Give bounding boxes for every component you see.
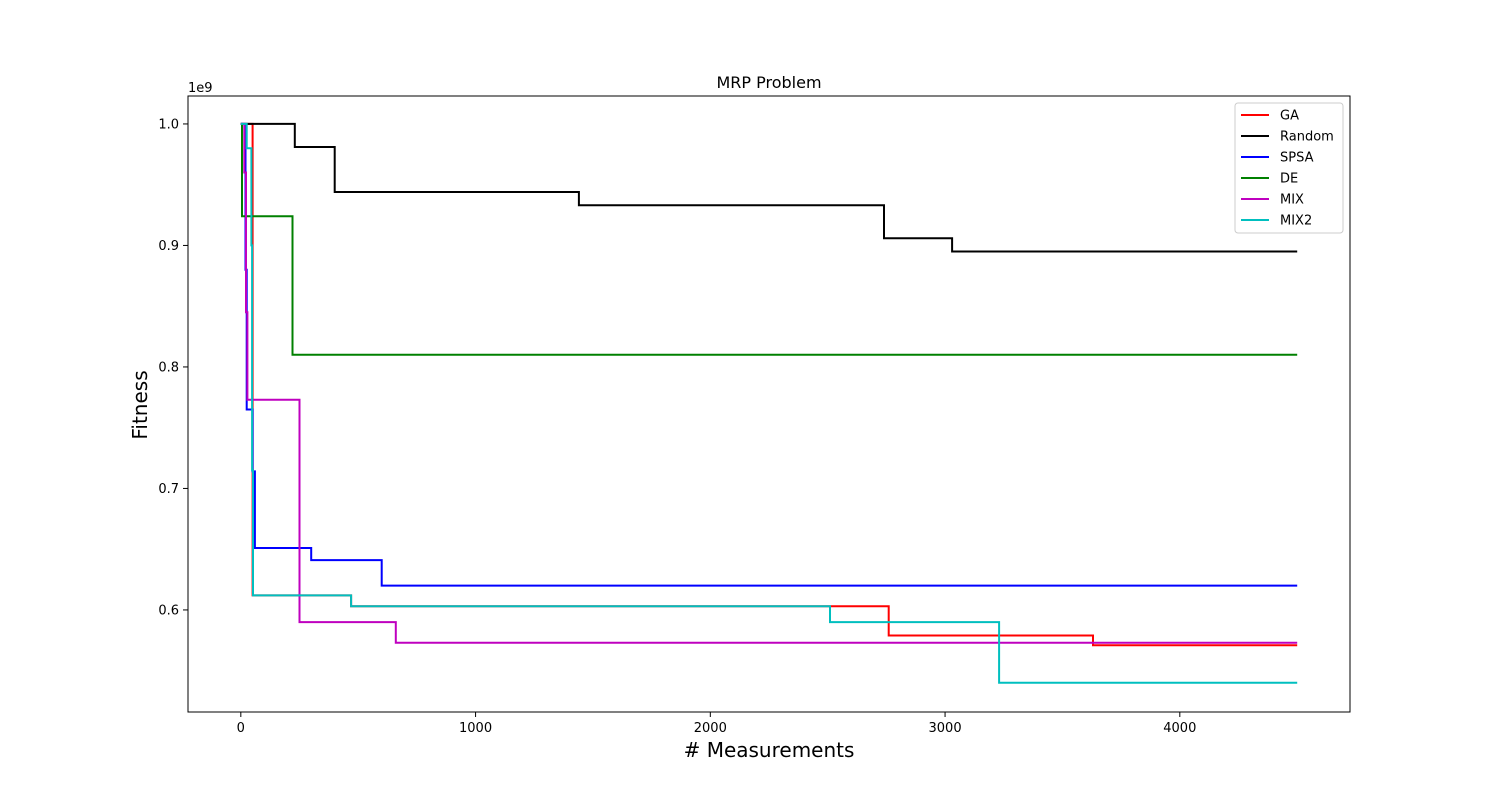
legend-label-random: Random [1280, 130, 1334, 145]
legend: GA Random SPSA DE MIX MIX2 [1234, 102, 1344, 234]
chart-title: MRP Problem [716, 73, 821, 92]
x-tick-label: 2000 [694, 721, 727, 736]
x-tick-label: 1000 [459, 721, 492, 736]
plot-frame [187, 95, 1351, 713]
x-tick-label: 3000 [929, 721, 962, 736]
legend-label-spsa: SPSA [1280, 151, 1314, 166]
x-tick-label: 0 [237, 721, 245, 736]
legend-label-de: DE [1280, 172, 1298, 187]
y-tick-label: 0.8 [158, 360, 179, 375]
plot-lines [240, 122, 1298, 684]
x-tick-label: 4000 [1163, 721, 1196, 736]
legend-label-mix: MIX [1280, 193, 1304, 208]
axes: 0 1000 2000 3000 4000 0.6 0.7 0.8 0.9 1.0 [158, 95, 1351, 736]
y-tick-label: 0.7 [158, 482, 179, 497]
series-line-ga [240, 122, 1298, 647]
y-tick-label: 0.6 [158, 603, 179, 618]
y-axis-title: Fitness [128, 370, 152, 439]
y-offset-label: 1e9 [188, 81, 213, 96]
series-line-mix2 [240, 122, 1298, 684]
legend-label-ga: GA [1280, 109, 1299, 124]
y-tick-label: 1.0 [158, 117, 179, 132]
series-line-mix [240, 122, 1298, 644]
y-tick-label: 0.9 [158, 239, 179, 254]
series-line-random [240, 122, 1298, 253]
legend-label-mix2: MIX2 [1280, 214, 1312, 229]
x-axis-title: # Measurements [684, 738, 855, 762]
series-line-de [240, 122, 1298, 356]
